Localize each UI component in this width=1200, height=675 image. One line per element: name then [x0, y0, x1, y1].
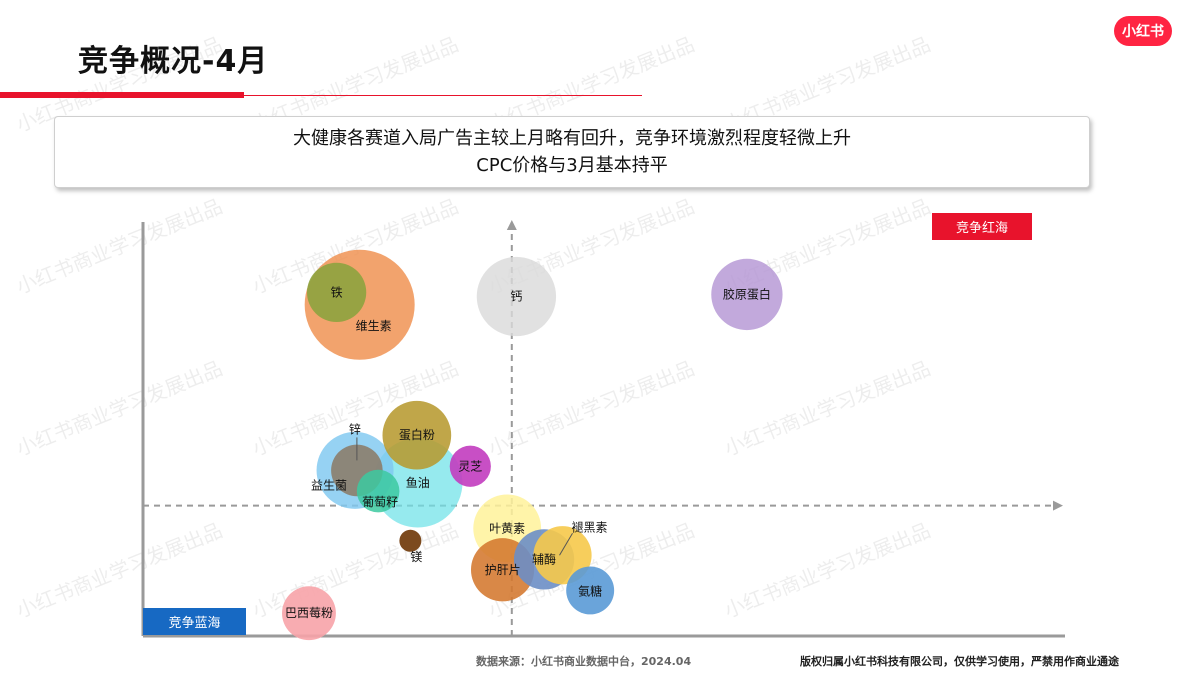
bubble-label: 辅酶: [532, 551, 556, 566]
bubble-label: 氨糖: [578, 583, 602, 598]
bubble-label: 蛋白粉: [399, 427, 435, 442]
footer-copyright: 版权归属小红书科技有限公司，仅供学习使用，严禁用作商业通途: [800, 655, 1119, 668]
bubble-label: 维生素: [356, 319, 392, 333]
page-title: 竞争概况-4月: [78, 44, 269, 79]
summary-line-2: CPC价格与3月基本持平: [476, 155, 668, 176]
bubble-label: 钙: [510, 290, 522, 304]
bubble-label: 葡萄籽: [362, 495, 398, 509]
bubble-label: 褪黑素: [572, 519, 608, 534]
title-underline: [244, 95, 642, 96]
leader-line: [559, 533, 573, 556]
footer-source: 数据来源：小红书商业数据中台，2024.04: [476, 655, 692, 668]
bubble-label: 锌: [349, 422, 361, 436]
summary-line-1: 大健康各赛道入局广告主较上月略有回升，竞争环境激烈程度轻微上升: [293, 128, 851, 149]
chart-bubbles: [282, 249, 783, 641]
bubble: [533, 526, 592, 585]
bubble-label: 巴西莓粉: [285, 606, 333, 620]
quadrant-label-red-ocean: 竞争红海: [932, 213, 1032, 240]
bubble-label: 铁: [331, 285, 343, 299]
bubble: [399, 529, 422, 552]
horizontal-divider-arrow: [1053, 500, 1063, 511]
bubble: [307, 262, 367, 322]
brand-logo: 小红书: [1114, 16, 1172, 46]
summary-box: 大健康各赛道入局广告主较上月略有回升，竞争环境激烈程度轻微上升 CPC价格与3月…: [54, 116, 1090, 188]
bubble: [711, 258, 783, 331]
bubble-label: 鱼油: [406, 476, 430, 490]
bubble-label: 叶黄素: [489, 521, 525, 535]
bubble: [566, 566, 615, 615]
bubble: [382, 400, 452, 470]
bubble-label: 护肝片: [485, 563, 521, 577]
vertical-divider-arrow: [506, 220, 517, 230]
bubble: [449, 445, 491, 487]
bubble-label: 益生菌: [311, 478, 347, 492]
bubble: [356, 469, 400, 513]
bubble: [476, 256, 557, 337]
quadrant-label-blue-ocean: 竞争蓝海: [143, 608, 246, 635]
title-underline-accent: [0, 92, 244, 98]
bubble-label: 灵芝: [458, 458, 482, 473]
bubble-label: 胶原蛋白: [723, 286, 771, 301]
bubble: [282, 586, 336, 641]
bubble-label: 镁: [410, 550, 422, 564]
